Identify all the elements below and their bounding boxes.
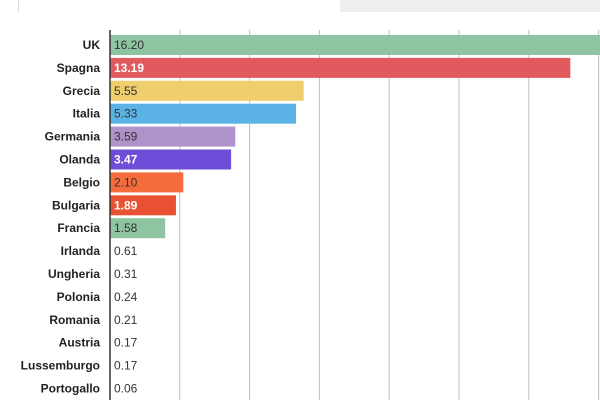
gridlines [179, 30, 600, 400]
value-label: 2.10 [114, 175, 138, 189]
value-label: 0.24 [114, 290, 138, 304]
category-label: Francia [57, 221, 100, 235]
category-label: UK [83, 38, 101, 52]
value-label: 5.55 [114, 84, 138, 98]
value-label: 0.06 [114, 382, 138, 396]
value-label: 0.17 [114, 336, 138, 350]
bar [110, 172, 184, 193]
category-label: Polonia [57, 290, 101, 304]
bars [110, 35, 600, 239]
value-label: 0.17 [114, 359, 138, 373]
bar [110, 149, 232, 170]
value-label: 1.58 [114, 221, 138, 235]
category-label: Grecia [63, 84, 101, 98]
bar [110, 35, 600, 55]
value-labels: 16.20 13.19 5.55 5.33 3.59 3.47 2.10 1.89 1.58 0.… [114, 38, 144, 396]
header-panel-left [18, 0, 319, 12]
header-panel-right [340, 0, 600, 12]
value-label: 1.89 [114, 198, 138, 212]
value-label: 0.21 [114, 313, 138, 327]
bar [110, 218, 166, 239]
value-label: 0.61 [114, 244, 138, 258]
value-label: 3.59 [114, 130, 138, 144]
value-label: 13.19 [114, 61, 144, 75]
category-label: Austria [59, 336, 101, 350]
category-labels: UK Spagna Grecia Italia Germania Olanda Belgio… [21, 38, 101, 396]
category-label: Ungheria [48, 267, 100, 281]
category-label: Spagna [57, 61, 101, 75]
category-label: Romania [49, 313, 100, 327]
value-label: 5.33 [114, 107, 138, 121]
top-strip [0, 0, 600, 12]
value-label: 0.31 [114, 267, 138, 281]
bar [110, 103, 297, 124]
category-label: Lussemburgo [21, 359, 100, 373]
bar [110, 57, 571, 78]
category-label: Olanda [59, 153, 100, 167]
category-label: Irlanda [61, 244, 101, 258]
value-label: 3.47 [114, 153, 138, 167]
category-label: Portogallo [41, 382, 100, 396]
category-label: Italia [73, 107, 101, 121]
bar [110, 195, 176, 216]
category-label: Belgio [63, 175, 100, 189]
bar [110, 80, 304, 101]
value-label: 16.20 [114, 38, 144, 52]
bar [110, 126, 236, 147]
category-label: Germania [45, 130, 101, 144]
category-label: Bulgaria [52, 198, 100, 212]
